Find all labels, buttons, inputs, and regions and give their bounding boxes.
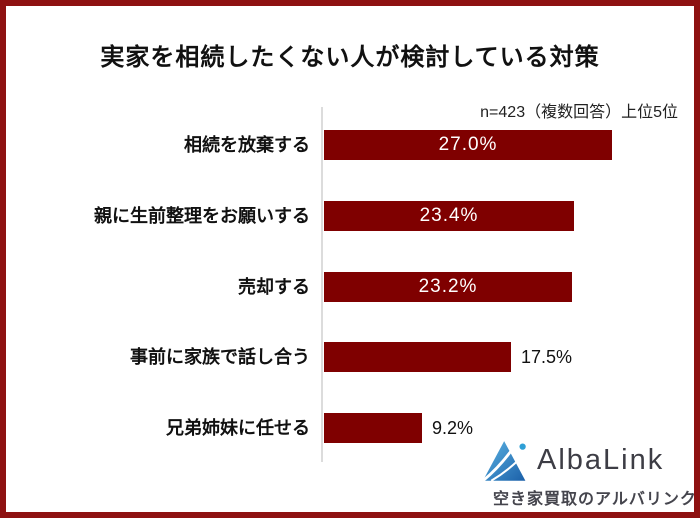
category-label: 兄弟姉妹に任せる	[166, 418, 310, 438]
bar	[324, 413, 422, 443]
category-label: 売却する	[238, 277, 310, 297]
value-label: 23.2%	[418, 276, 478, 297]
logo-tagline: 空き家買取のアルバリンク	[493, 491, 697, 508]
category-label: 親に生前整理をお願いする	[94, 206, 310, 226]
category-label: 相続を放棄する	[184, 135, 310, 155]
value-label: 17.5%	[521, 347, 573, 367]
mountain-triangle-icon	[482, 437, 530, 484]
value-label: 9.2%	[432, 418, 474, 438]
albalink-logo: AlbaLink	[482, 437, 682, 484]
value-label: 27.0%	[438, 134, 498, 155]
axis-baseline	[321, 107, 323, 462]
logo-wordmark: AlbaLink	[537, 444, 665, 476]
value-label: 23.4%	[419, 205, 479, 226]
category-label: 事前に家族で話し合う	[130, 347, 310, 367]
sample-size-note: n=423（複数回答）上位5位	[480, 104, 678, 121]
bar: 23.4%	[324, 201, 574, 231]
bar	[324, 342, 511, 372]
bar: 27.0%	[324, 130, 612, 160]
chart-title: 実家を相続したくない人が検討している対策	[100, 44, 600, 71]
bar: 23.2%	[324, 272, 572, 302]
